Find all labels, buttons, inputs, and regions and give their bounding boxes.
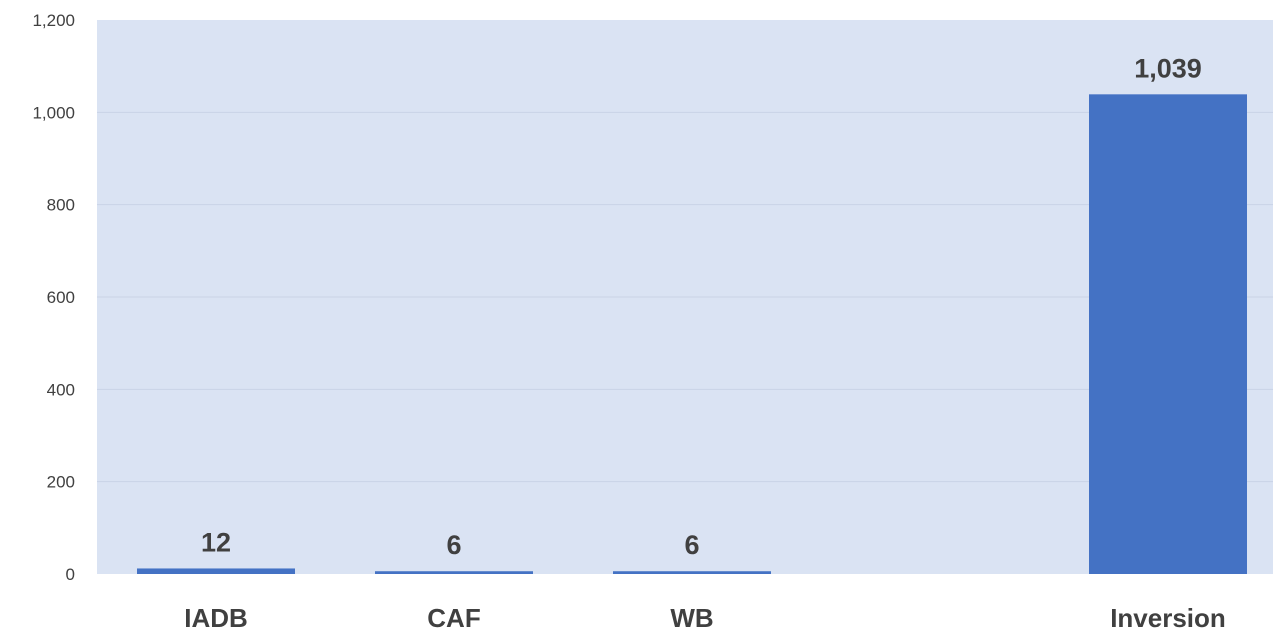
x-axis: IADB CAF WB Inversion <box>184 603 1226 633</box>
y-tick-label: 1,200 <box>32 11 75 30</box>
bar-iadb <box>137 568 295 574</box>
bars <box>137 94 1247 574</box>
x-tick-label: IADB <box>184 603 248 633</box>
data-label: 6 <box>684 530 699 560</box>
y-tick-label: 0 <box>66 565 75 584</box>
data-label: 6 <box>446 530 461 560</box>
data-label: 1,039 <box>1134 53 1202 83</box>
x-tick-label: WB <box>670 603 713 633</box>
y-axis: 0 200 400 600 800 1,000 1,200 <box>32 11 75 584</box>
bar-inversion <box>1089 94 1247 574</box>
y-tick-label: 1,000 <box>32 103 75 122</box>
gridlines <box>97 111 1273 483</box>
x-tick-label: Inversion <box>1110 603 1226 633</box>
y-tick-label: 400 <box>47 380 75 399</box>
data-label: 12 <box>201 527 231 557</box>
data-labels: 12 6 6 1,039 <box>201 53 1202 560</box>
bar-wb <box>613 571 771 574</box>
bar-caf <box>375 571 533 574</box>
x-tick-label: CAF <box>427 603 480 633</box>
y-tick-label: 200 <box>47 473 75 492</box>
y-tick-label: 800 <box>47 196 75 215</box>
y-tick-label: 600 <box>47 288 75 307</box>
